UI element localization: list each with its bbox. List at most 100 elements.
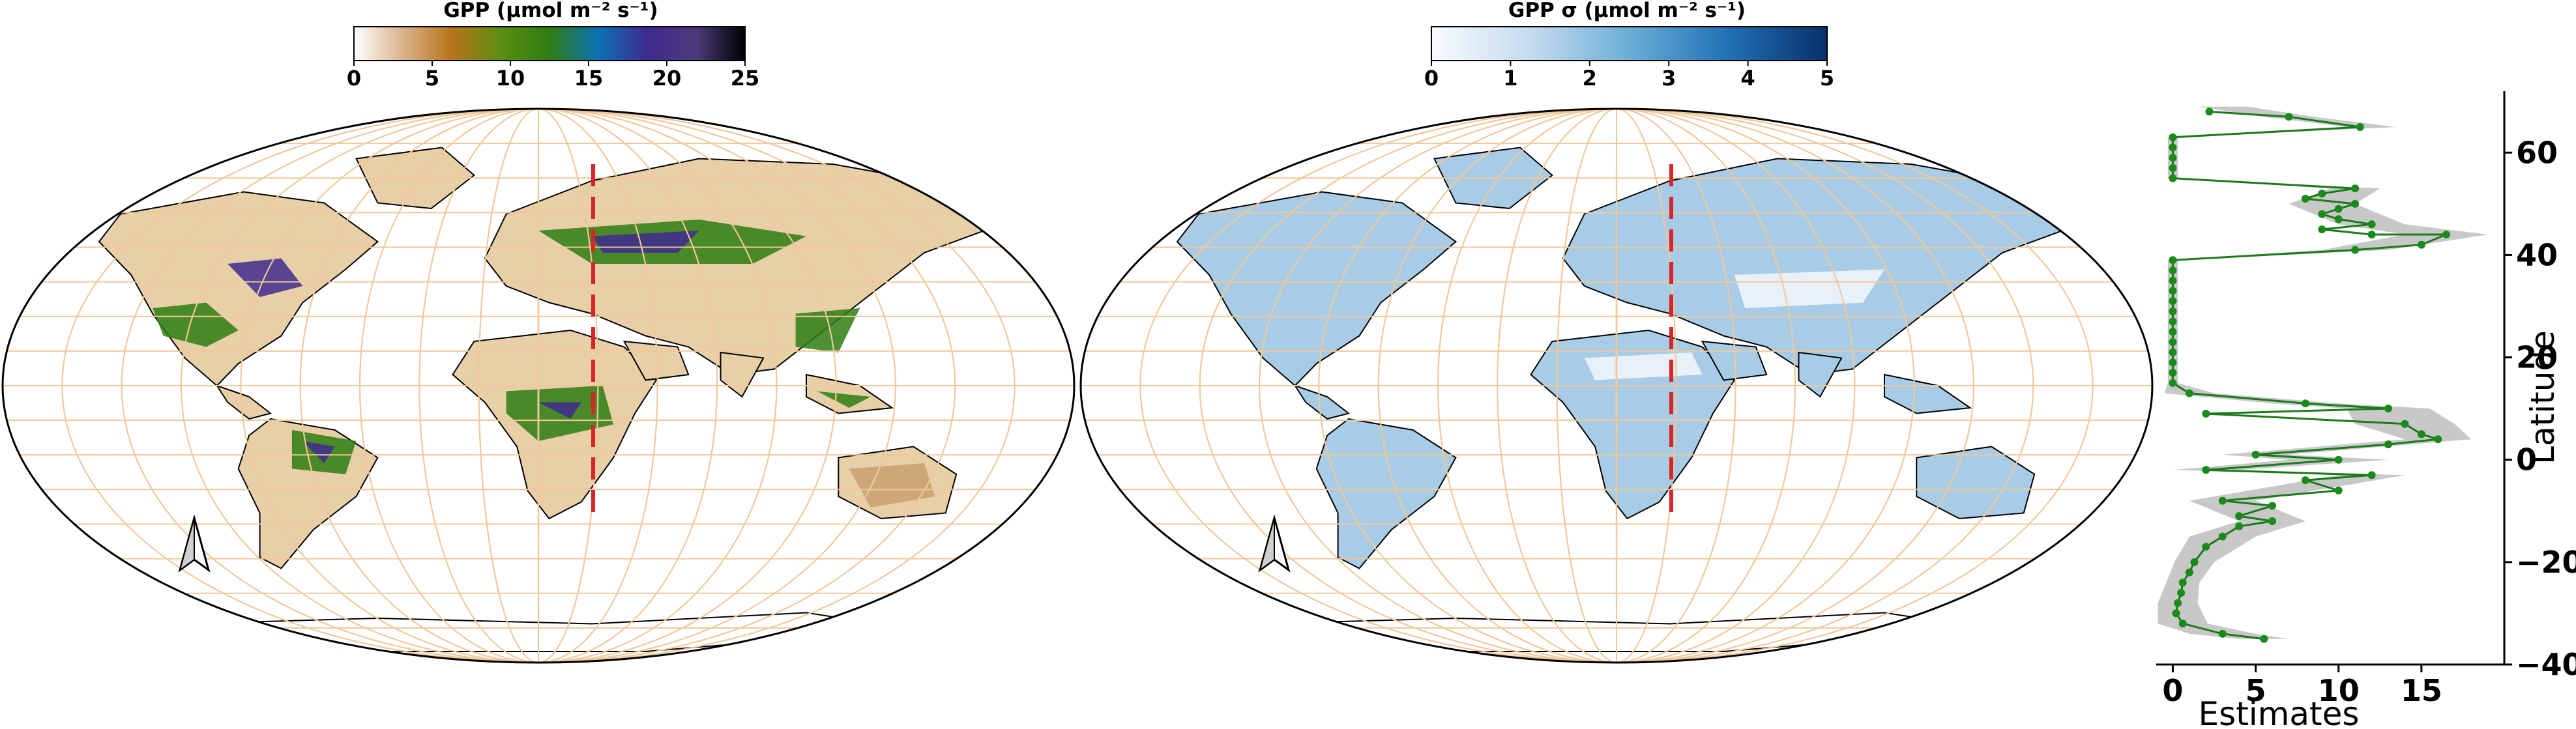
profile-point	[2185, 389, 2193, 397]
colorbar-tick-label: 4	[1740, 66, 1755, 91]
profile-point	[2174, 599, 2182, 607]
gpp-sigma-map-panel: GPP σ (μmol m⁻² s⁻¹) 0 1 2 3 4 5	[1079, 0, 2154, 664]
profile-point	[2169, 317, 2177, 326]
vegetation-patch	[302, 441, 335, 463]
gpp-sigma-world-map	[1079, 107, 2154, 664]
y-tick-label: 60	[2516, 135, 2558, 170]
profile-point	[2351, 184, 2360, 193]
profile-point	[2178, 620, 2187, 628]
x-tick-label: 0	[2162, 673, 2183, 708]
profile-point	[2218, 629, 2227, 638]
profile-point	[2169, 143, 2177, 152]
graticule	[3, 109, 1074, 663]
colorbar-tick-label: 2	[1583, 66, 1597, 91]
profile-point	[2268, 502, 2276, 510]
profile-point	[2268, 517, 2276, 525]
profile-point	[2442, 231, 2450, 238]
profile-point	[2318, 210, 2326, 218]
profile-point	[2218, 532, 2227, 541]
y-tick-label: 20	[2516, 340, 2558, 375]
profile-point	[2251, 450, 2260, 459]
continent-se-asia	[806, 373, 894, 414]
colorbar-tick-label: 3	[1661, 66, 1676, 91]
profile-point	[2367, 231, 2376, 238]
colorbar-tick-label: 0	[347, 66, 361, 91]
gpp-world-map	[1, 107, 1076, 664]
vegetation-patch	[817, 391, 871, 408]
profile-point	[2334, 205, 2343, 213]
x-tick-label: 10	[2318, 673, 2360, 708]
profile-point	[2285, 113, 2293, 121]
profile-point	[2202, 410, 2210, 418]
profile-point	[2235, 512, 2244, 521]
profile-point	[2202, 466, 2210, 474]
profile-point	[2169, 174, 2177, 182]
colorbar-tick-label: 1	[1503, 66, 1517, 91]
north-arrow-icon	[178, 514, 211, 573]
north-arrow-icon	[1258, 514, 1291, 573]
uncertainty-band	[2158, 106, 2488, 639]
colorbar-tick-label: 5	[1820, 66, 1834, 91]
profile-point	[2169, 379, 2177, 387]
profile-point	[2301, 476, 2309, 485]
profile-point	[2351, 199, 2360, 208]
colorbar-tick-label: 25	[731, 66, 760, 91]
map-boundary	[1, 107, 1076, 664]
gpp-colorbar-gradient	[353, 26, 746, 61]
profile-point	[2301, 195, 2309, 203]
continent-se-asia	[1884, 373, 1972, 414]
profile-point	[2318, 190, 2326, 198]
profile-point	[2417, 430, 2425, 438]
profile-point	[2169, 256, 2177, 264]
profile-series-points	[2169, 107, 2450, 643]
profile-point	[2177, 589, 2186, 597]
profile-point	[2169, 276, 2177, 285]
continent-africa	[1530, 329, 1736, 520]
map-boundary	[1079, 107, 2154, 664]
latitude-profile-chart: 0 5 10 15 −40 −20 0 20 40 60 Estimates Latitude	[2156, 91, 2576, 729]
gpp-sigma-colorbar-ticks: 0 1 2 3 4 5	[1424, 61, 1834, 91]
profile-point	[2169, 266, 2177, 274]
y-tick-label: −20	[2516, 545, 2576, 580]
x-tick-label: 5	[2246, 673, 2266, 708]
profile-point	[2169, 338, 2177, 346]
profile-point	[2417, 240, 2425, 249]
y-axis-label: Latitude	[2524, 330, 2562, 465]
profile-point	[2260, 635, 2268, 643]
vegetation-patch	[795, 308, 860, 352]
profile-point	[2367, 471, 2376, 479]
gpp-map-panel: GPP (μmol m⁻² s⁻¹) 0 5 10 15 20 25	[1, 0, 1076, 664]
y-tick-label: 0	[2516, 442, 2537, 478]
profile-point	[2190, 558, 2199, 566]
profile-point	[2367, 220, 2376, 229]
low-uncertainty-patch	[1734, 269, 1884, 308]
profile-point	[2169, 358, 2177, 367]
profile-point	[2169, 133, 2177, 141]
profile-point	[2169, 287, 2177, 295]
y-tick-label: −40	[2516, 647, 2576, 682]
profile-point	[2202, 543, 2210, 551]
profile-point	[2235, 522, 2244, 530]
x-tick-label: 15	[2401, 673, 2442, 708]
gpp-colorbar: GPP (μmol m⁻² s⁻¹) 0 5 10 15 20 25	[347, 0, 759, 91]
continent-australia	[1916, 446, 2036, 520]
profile-point	[2169, 369, 2177, 377]
profile-point	[2178, 579, 2187, 587]
colorbar-tick-label: 0	[1424, 66, 1439, 91]
gpp-colorbar-title: GPP (μmol m⁻² s⁻¹)	[443, 0, 658, 22]
x-axis-label: Estimates	[2199, 695, 2360, 729]
profile-point	[2169, 307, 2177, 315]
profile-point	[2434, 435, 2442, 444]
profile-point	[2318, 225, 2326, 234]
profile-axes: 0 5 10 15 −40 −20 0 20 40 60	[2156, 91, 2576, 708]
profile-point	[2205, 107, 2214, 116]
vegetation-patch	[153, 302, 239, 347]
profile-point	[2301, 399, 2309, 408]
profile-point	[2185, 568, 2193, 577]
profile-point	[2334, 455, 2343, 464]
vegetation-patch	[227, 258, 303, 297]
gpp-sigma-colorbar-gradient	[1431, 26, 1828, 61]
gpp-colorbar-ticks: 0 5 10 15 20 25	[347, 61, 759, 91]
profile-series-line	[2171, 110, 2447, 640]
